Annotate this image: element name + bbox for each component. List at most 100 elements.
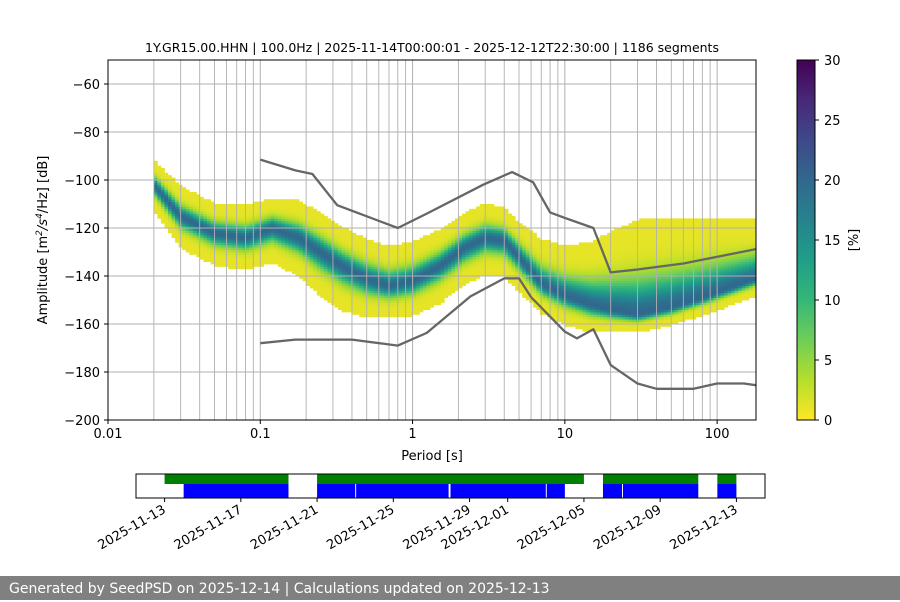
heatmap-cell (497, 245, 501, 248)
heatmap-cell (675, 235, 679, 238)
heatmap-cell (200, 250, 204, 253)
heatmap-cell (639, 240, 643, 243)
heatmap-cell (568, 269, 572, 272)
heatmap-cell (359, 314, 363, 317)
heatmap-cell (632, 230, 636, 233)
heatmap-cell (505, 240, 509, 243)
heatmap-cell (579, 317, 583, 320)
heatmap-cell (675, 242, 679, 245)
heatmap-cell (458, 218, 462, 221)
heatmap-cell (650, 240, 654, 243)
heatmap-cell (625, 230, 629, 233)
heatmap-cell (660, 223, 664, 226)
heatmap-cell (660, 240, 664, 243)
heatmap-cell (338, 238, 342, 241)
heatmap-cell (543, 252, 547, 255)
heatmap-cell (278, 252, 282, 255)
heatmap-cell (182, 187, 186, 190)
heatmap-cell (618, 266, 622, 269)
heatmap-cell (434, 281, 438, 284)
heatmap-cell (643, 286, 647, 289)
heatmap-cell (310, 250, 314, 253)
heatmap-cell (207, 242, 211, 245)
heatmap-cell (437, 300, 441, 303)
heatmap-cell (427, 252, 431, 255)
heatmap-cell (536, 278, 540, 281)
heatmap-cell (172, 194, 176, 197)
heatmap-cell (168, 197, 172, 200)
heatmap-cell (621, 319, 625, 322)
heatmap-cell (299, 206, 303, 209)
heatmap-cell (685, 314, 689, 317)
heatmap-cell (551, 295, 555, 298)
heatmap-cell (533, 293, 537, 296)
heatmap-cell (660, 238, 664, 241)
heatmap-cell (246, 214, 250, 217)
heatmap-cell (345, 278, 349, 281)
heatmap-cell (614, 300, 618, 303)
heatmap-cell (324, 218, 328, 221)
heatmap-cell (628, 242, 632, 245)
heatmap-cell (271, 221, 275, 224)
heatmap-cell (200, 197, 204, 200)
heatmap-cell (281, 266, 285, 269)
heatmap-cell (505, 259, 509, 262)
heatmap-cell (685, 286, 689, 289)
heatmap-cell (288, 247, 292, 250)
heatmap-cell (430, 235, 434, 238)
heatmap-cell (586, 250, 590, 253)
heatmap-cell (172, 211, 176, 214)
heatmap-cell (189, 252, 193, 255)
heatmap-cell (650, 310, 654, 313)
heatmap-cell (398, 312, 402, 315)
heatmap-cell (235, 216, 239, 219)
heatmap-cell (522, 240, 526, 243)
heatmap-cell (228, 209, 232, 212)
heatmap-cell (639, 271, 643, 274)
heatmap-cell (320, 283, 324, 286)
heatmap-cell (278, 235, 282, 238)
heatmap-cell (384, 269, 388, 272)
heatmap-cell (451, 288, 455, 291)
heatmap-cell (646, 329, 650, 332)
heatmap-cell (352, 242, 356, 245)
heatmap-cell (189, 240, 193, 243)
heatmap-cell (434, 290, 438, 293)
heatmap-cell (664, 281, 668, 284)
heatmap-cell (388, 290, 392, 293)
heatmap-cell (363, 242, 367, 245)
heatmap-cell (618, 259, 622, 262)
heatmap-cell (692, 254, 696, 257)
heatmap-cell (430, 264, 434, 267)
heatmap-cell (154, 170, 158, 173)
heatmap-cell (317, 230, 321, 233)
heatmap-cell (611, 302, 615, 305)
heatmap-cell (172, 218, 176, 221)
heatmap-cell (508, 235, 512, 238)
heatmap-cell (600, 269, 604, 272)
heatmap-cell (228, 247, 232, 250)
heatmap-cell (526, 283, 530, 286)
heatmap-cell (611, 235, 615, 238)
heatmap-cell (650, 290, 654, 293)
heatmap-cell (497, 221, 501, 224)
heatmap-cell (462, 281, 466, 284)
heatmap-cell (582, 302, 586, 305)
heatmap-cell (352, 281, 356, 284)
heatmap-cell (490, 252, 494, 255)
heatmap-cell (551, 271, 555, 274)
heatmap-cell (172, 214, 176, 217)
heatmap-cell (692, 238, 696, 241)
heatmap-cell (363, 250, 367, 253)
heatmap-cell (579, 312, 583, 315)
heatmap-cell (543, 264, 547, 267)
heatmap-cell (480, 252, 484, 255)
heatmap-cell (228, 238, 232, 241)
heatmap-cell (632, 221, 636, 224)
heatmap-cell (345, 305, 349, 308)
heatmap-cell (639, 247, 643, 250)
heatmap-cell (572, 300, 576, 303)
heatmap-cell (689, 230, 693, 233)
heatmap-cell (678, 300, 682, 303)
heatmap-cell (487, 254, 491, 257)
